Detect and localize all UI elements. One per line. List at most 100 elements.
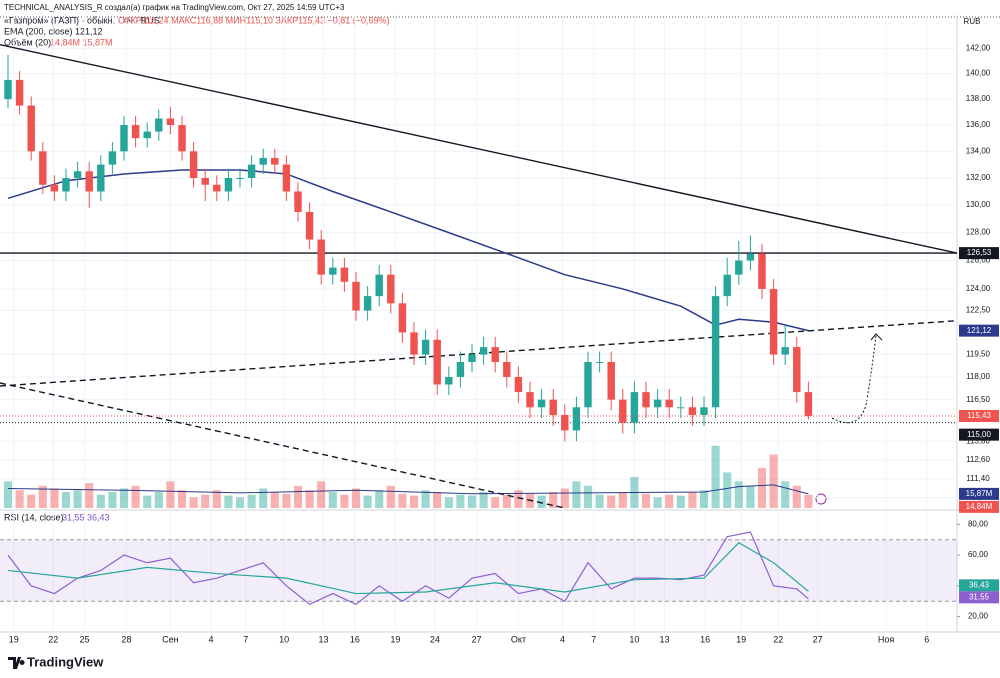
candle-body xyxy=(85,171,93,192)
candle-body xyxy=(166,118,175,126)
candle-body xyxy=(189,151,198,179)
volume-bar xyxy=(491,497,500,508)
candle-body xyxy=(247,164,256,179)
rsi-line xyxy=(7,542,809,595)
volume-bar xyxy=(641,493,651,508)
candle-body xyxy=(549,399,557,415)
candle-body xyxy=(294,191,302,212)
candle-body xyxy=(677,407,685,409)
volume-bar xyxy=(154,492,163,508)
volume-legend-values: 14,84M 15,87M xyxy=(50,37,113,47)
candle-body xyxy=(178,125,186,152)
candle-body xyxy=(340,267,349,282)
rsi-label: 31,55 xyxy=(969,592,990,601)
volume-bar xyxy=(293,485,303,508)
candle-body xyxy=(642,392,650,408)
x-tick-label: 4 xyxy=(208,634,213,644)
candle-body xyxy=(561,414,569,431)
candle-body xyxy=(769,288,778,355)
volume-bar xyxy=(50,488,59,508)
arrow-head xyxy=(870,333,883,341)
volume-bar xyxy=(433,492,442,508)
volume-bar xyxy=(607,495,616,508)
volume-bar xyxy=(479,492,488,508)
y-tick-label: 124,00 xyxy=(966,284,991,293)
candle-body xyxy=(433,339,441,385)
y-tick-label: 128,00 xyxy=(966,228,991,237)
volume-bar xyxy=(711,445,720,508)
price-label: 115,00 xyxy=(967,430,991,439)
candle-body xyxy=(781,347,789,355)
trendline xyxy=(0,43,958,254)
candle-body xyxy=(120,125,128,152)
volume-bar xyxy=(386,485,395,508)
y-tick-label: 136,00 xyxy=(966,120,991,129)
x-tick-label: 13 xyxy=(319,634,329,644)
volume-bar xyxy=(108,492,117,508)
volume-bar xyxy=(676,495,685,508)
volume-bar xyxy=(235,497,245,508)
candle-body xyxy=(305,211,314,240)
volume-bar xyxy=(409,495,419,508)
volume-bar xyxy=(595,494,604,508)
volume-bar xyxy=(282,493,291,508)
x-tick-label: Ноя xyxy=(878,634,895,644)
volume-label: 15,87M xyxy=(966,489,993,498)
candle-body xyxy=(537,399,546,408)
x-tick-label: Окт xyxy=(511,634,526,644)
x-tick-label: 28 xyxy=(121,634,131,644)
volume-bar xyxy=(444,497,453,508)
candle-body xyxy=(155,118,163,132)
volume-bar xyxy=(363,495,372,508)
candle-body xyxy=(607,361,615,400)
x-tick-label: 10 xyxy=(279,634,289,644)
volume-bar xyxy=(351,488,361,508)
volume-bar xyxy=(38,485,47,508)
volume-bar xyxy=(781,481,790,508)
candle-body xyxy=(398,303,407,333)
y-tick-label: 142,00 xyxy=(966,44,991,53)
candle-body xyxy=(410,332,418,355)
x-tick-label: 22 xyxy=(773,634,783,644)
volume-bar xyxy=(177,490,187,508)
candle-body xyxy=(804,392,813,417)
x-tick-label: 22 xyxy=(48,634,58,644)
y-tick-label: 60,00 xyxy=(968,550,989,559)
candle-body xyxy=(468,354,476,362)
currency: RUB xyxy=(964,17,981,26)
symbol-legend: «Газпром» (ГАЗП) · обыкн. · 4ч · RUS xyxy=(4,15,160,25)
x-tick-label: 16 xyxy=(700,634,710,644)
x-tick-label: 10 xyxy=(629,634,639,644)
volume-bar xyxy=(502,494,511,508)
x-tick-label: 16 xyxy=(350,634,360,644)
y-tick-label: 122,50 xyxy=(966,306,991,315)
volume-bar xyxy=(201,494,210,508)
y-tick-label: 112,60 xyxy=(966,455,990,464)
volume-bar xyxy=(665,494,674,508)
x-tick-label: 13 xyxy=(660,634,670,644)
candle-body xyxy=(630,392,639,423)
candle-body xyxy=(584,361,592,408)
credit: TECHNICAL_ANALYSIS_R создал(а) график на… xyxy=(4,3,345,12)
volume-bar xyxy=(27,494,36,508)
candle-body xyxy=(224,178,233,192)
candle-body xyxy=(711,296,720,408)
price-label: 115,43 xyxy=(967,411,991,420)
volume-legend: Объём (20) xyxy=(4,37,51,47)
volume-bar xyxy=(247,494,256,508)
candle-body xyxy=(213,184,221,192)
price-label: 121,12 xyxy=(967,326,992,335)
y-tick-label: 118,00 xyxy=(966,372,990,381)
candle-body xyxy=(503,361,511,377)
candle-body xyxy=(39,151,47,185)
y-tick-label: 113,80 xyxy=(966,436,990,445)
candle-body xyxy=(375,274,383,297)
volume-bar xyxy=(375,490,384,508)
footer xyxy=(0,650,1000,678)
volume-bar xyxy=(340,494,349,508)
candle-body xyxy=(27,105,35,152)
candle-body xyxy=(619,399,627,423)
volume-bar xyxy=(212,490,221,508)
candle-body xyxy=(15,79,24,106)
